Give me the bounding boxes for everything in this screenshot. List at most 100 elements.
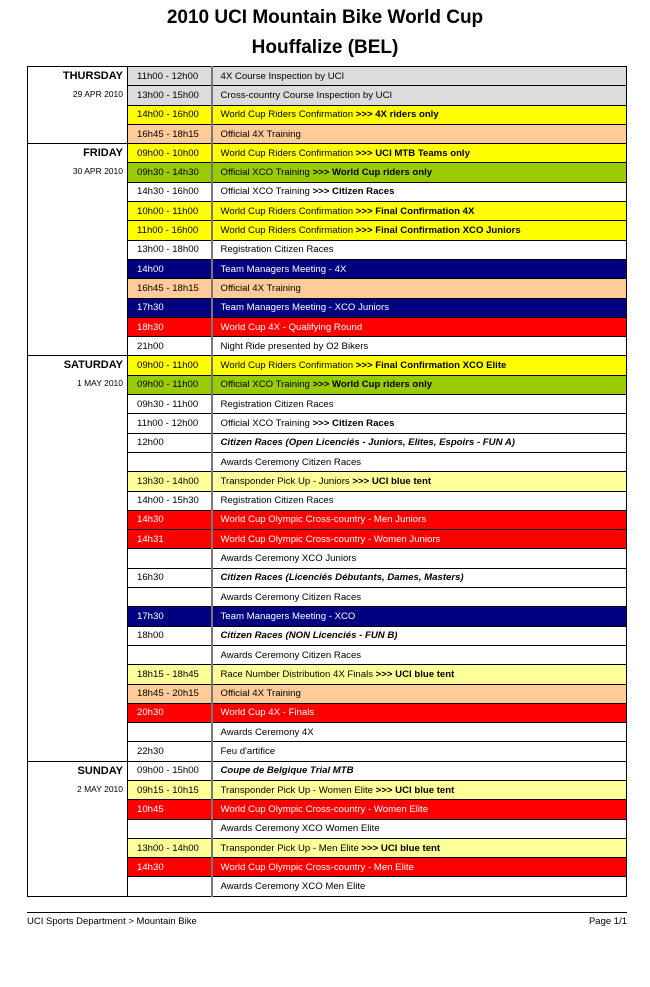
event-cell: World Cup Riders Confirmation >>> Final … xyxy=(211,355,627,376)
event-cell: Team Managers Meeting - XCO xyxy=(211,606,627,627)
table-row: Awards Ceremony XCO Women Elite xyxy=(28,818,627,839)
event-cell: Official 4X Training xyxy=(211,278,627,299)
event-cell: Official XCO Training >>> World Cup ride… xyxy=(211,162,627,183)
event-cell: Awards Ceremony 4X xyxy=(211,722,627,743)
time-cell: 17h30 xyxy=(127,606,213,627)
table-row: Awards Ceremony Citizen Races xyxy=(28,451,627,473)
table-row: Awards Ceremony XCO Men Elite xyxy=(28,876,627,897)
event-note: >>> Citizen Races xyxy=(312,186,395,198)
time-cell xyxy=(127,818,213,839)
event-note: >>> UCI blue tent xyxy=(375,668,455,680)
table-row: 17h30 Team Managers Meeting - XCO Juniors xyxy=(28,297,627,318)
event-text: 4X Course Inspection by UCI xyxy=(220,70,345,82)
table-row: 10h45 World Cup Olympic Cross-country - W… xyxy=(28,799,627,820)
table-row: Awards Ceremony Citizen Races xyxy=(28,587,627,608)
event-note: >>> UCI MTB Teams only xyxy=(355,147,470,159)
event-text: World Cup 4X - Finals xyxy=(220,707,315,719)
day-name: SUNDAY xyxy=(77,764,123,777)
event-text: Transponder Pick Up - Juniors xyxy=(220,475,353,487)
event-text: World Cup Riders Confirmation xyxy=(220,225,356,237)
table-row: 12h00 Citizen Races (Open Licenciés - Jun… xyxy=(28,432,627,453)
event-cell: World Cup Riders Confirmation >>> 4X rid… xyxy=(211,104,627,125)
table-row: 09h30 - 11h00 Registration Citizen Races xyxy=(28,394,627,415)
event-cell: Race Number Distribution 4X Finals >>> U… xyxy=(211,664,627,685)
table-row: FRIDAY 30 APR 2010 09h00 - 10h00 World Cup … xyxy=(27,143,627,357)
time-cell xyxy=(127,451,213,473)
day-date: 2 MAY 2010 xyxy=(77,783,123,794)
event-text: Feu d'artifice xyxy=(220,746,276,758)
day-name: SATURDAY xyxy=(63,359,123,372)
event-text: Coupe de Belgique Trial MTB xyxy=(220,765,354,777)
event-text: Awards Ceremony 4X xyxy=(220,726,314,738)
time-cell: 14h00 xyxy=(127,258,213,280)
event-cell: 4X Course Inspection by UCI xyxy=(211,65,627,87)
day-name: FRIDAY xyxy=(83,147,123,160)
event-text: World Cup Riders Confirmation xyxy=(220,109,356,121)
event-note: >>> 4X riders only xyxy=(355,109,439,121)
table-row: 13h00 - 18h00 Registration Citizen Races xyxy=(28,239,627,260)
page-title: 2010 UCI Mountain Bike World Cup xyxy=(166,7,484,28)
day-name: THURSDAY xyxy=(62,70,123,82)
event-text: Team Managers Meeting - 4X xyxy=(220,263,347,275)
time-cell: 18h00 xyxy=(127,625,213,646)
event-text: World Cup Olympic Cross-country - Women … xyxy=(220,803,429,815)
event-note: >>> UCI blue tent xyxy=(375,784,455,796)
footer: UCI Sports Department > Mountain Bike Pa… xyxy=(27,912,627,927)
day-date: 30 APR 2010 xyxy=(72,166,123,177)
time-cell: 14h30 - 16h00 xyxy=(127,181,213,203)
event-cell: Registration Citizen Races xyxy=(211,490,627,511)
table-row: Awards Ceremony Citizen Races xyxy=(28,644,627,666)
time-cell: 21h00 xyxy=(127,336,213,357)
event-cell: Transponder Pick Up - Men Elite >>> UCI … xyxy=(211,837,627,859)
time-cell: 09h30 - 11h00 xyxy=(127,394,213,415)
time-cell: 10h00 - 11h00 xyxy=(127,201,213,222)
time-cell: 12h00 xyxy=(127,432,213,453)
event-text: World Cup Olympic Cross-country - Women … xyxy=(220,533,441,545)
page-subtitle: Houffalize (BEL) xyxy=(251,37,399,58)
footer-department: UCI Sports Department > Mountain Bike xyxy=(27,916,197,927)
time-cell: 09h00 - 11h00 xyxy=(127,355,213,376)
event-text: Registration Citizen Races xyxy=(220,398,334,410)
event-cell: Citizen Races (Open Licenciés - Juniors,… xyxy=(211,432,627,453)
event-note: >>> UCI blue tent xyxy=(361,842,441,854)
event-text: Transponder Pick Up - Women Elite xyxy=(220,784,376,796)
event-cell: Cross-country Course Inspection by UCI xyxy=(211,85,627,106)
time-cell: 14h00 - 15h30 xyxy=(127,490,213,511)
event-text: World Cup Olympic Cross-country - Men Ju… xyxy=(220,514,427,526)
day-date: 29 APR 2010 xyxy=(72,89,123,99)
event-note: >>> UCI blue tent xyxy=(352,475,432,487)
event-text: World Cup 4X - Qualifying Round xyxy=(220,321,363,333)
day-cell: SATURDAY 1 MAY 2010 xyxy=(27,355,128,762)
event-text: Cross-country Course Inspection by UCI xyxy=(220,89,393,101)
time-cell: 18h30 xyxy=(127,316,213,338)
event-cell: Official XCO Training >>> Citizen Races xyxy=(211,413,627,434)
event-cell: Night Ride presented by O2 Bikers xyxy=(211,336,627,357)
table-row: 17h30 Team Managers Meeting - XCO xyxy=(28,606,627,627)
page-number: Page 1/1 xyxy=(588,916,627,927)
schedule-table: THURSDAY 29 APR 2010 11h00 - 12h00 4X Cours… xyxy=(27,65,627,897)
event-text: Transponder Pick Up - Men Elite xyxy=(220,842,362,854)
event-cell: Official XCO Training >>> Citizen Races xyxy=(211,181,627,203)
event-text: Official XCO Training xyxy=(220,417,313,429)
event-text: Citizen Races (Licenciés Débutants, Dame… xyxy=(220,572,464,584)
time-cell: 13h00 - 14h00 xyxy=(127,837,213,859)
table-row: 16h30 Citizen Races (Licenciés Débutants,… xyxy=(28,567,627,589)
table-row: 20h30 World Cup 4X - Finals xyxy=(28,702,627,724)
event-cell: Awards Ceremony Citizen Races xyxy=(211,587,627,608)
event-text: Official XCO Training xyxy=(220,379,313,391)
event-cell: Team Managers Meeting - XCO Juniors xyxy=(211,297,627,318)
event-cell: Transponder Pick Up - Juniors >>> UCI bl… xyxy=(211,471,627,492)
event-cell: Feu d'artifice xyxy=(211,741,627,762)
event-cell: Awards Ceremony Citizen Races xyxy=(211,644,627,666)
time-cell: 14h30 xyxy=(127,509,213,531)
event-cell: Awards Ceremony XCO Men Elite xyxy=(211,876,627,897)
event-cell: Team Managers Meeting - 4X xyxy=(211,258,627,280)
event-text: Citizen Races (NON Licenciés - FUN B) xyxy=(220,630,398,642)
event-note: >>> Final Confirmation XCO Elite xyxy=(355,360,507,372)
event-text: Race Number Distribution 4X Finals xyxy=(220,668,376,680)
time-cell xyxy=(127,722,213,743)
time-cell: 20h30 xyxy=(127,702,213,724)
table-row: SUNDAY 2 MAY 2010 09h00 - 15h00 Coupe de Be… xyxy=(27,760,627,897)
event-cell: Awards Ceremony XCO Women Elite xyxy=(211,818,627,839)
event-text: Official 4X Training xyxy=(220,688,301,700)
